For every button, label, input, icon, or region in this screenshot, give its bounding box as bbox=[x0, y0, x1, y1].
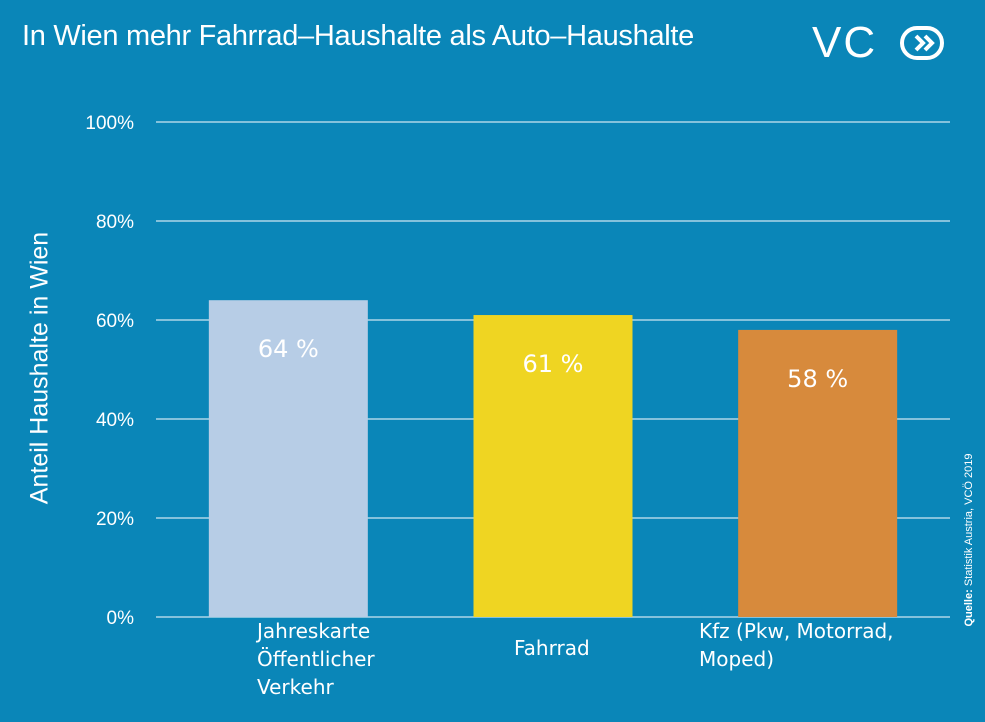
double-chevron-circle-icon bbox=[900, 26, 944, 60]
bar bbox=[208, 300, 368, 617]
y-tick-label: 0% bbox=[107, 608, 135, 629]
bar-value-label: 64 % bbox=[258, 335, 319, 363]
x-category-label: Jahreskarte Öffentlicher Verkehr bbox=[257, 619, 375, 699]
bar bbox=[473, 315, 633, 617]
x-category-label: Kfz (Pkw, Motorrad, Moped) bbox=[699, 619, 894, 671]
x-category-label: Fahrrad bbox=[514, 636, 590, 660]
bar-value-label: 58 % bbox=[787, 365, 848, 393]
y-tick-label: 20% bbox=[96, 509, 134, 530]
y-tick-label: 80% bbox=[96, 212, 134, 233]
vco-logo: VC bbox=[812, 18, 944, 67]
bar bbox=[738, 329, 898, 617]
y-tick-label: 100% bbox=[85, 113, 134, 134]
y-tick-label: 40% bbox=[96, 410, 134, 431]
bar-value-label: 61 % bbox=[523, 350, 584, 378]
y-tick-label: 60% bbox=[96, 311, 134, 332]
chart-title: In Wien mehr Fahrrad–Haushalte als Auto–… bbox=[22, 20, 695, 52]
logo-text: VC bbox=[812, 18, 878, 67]
